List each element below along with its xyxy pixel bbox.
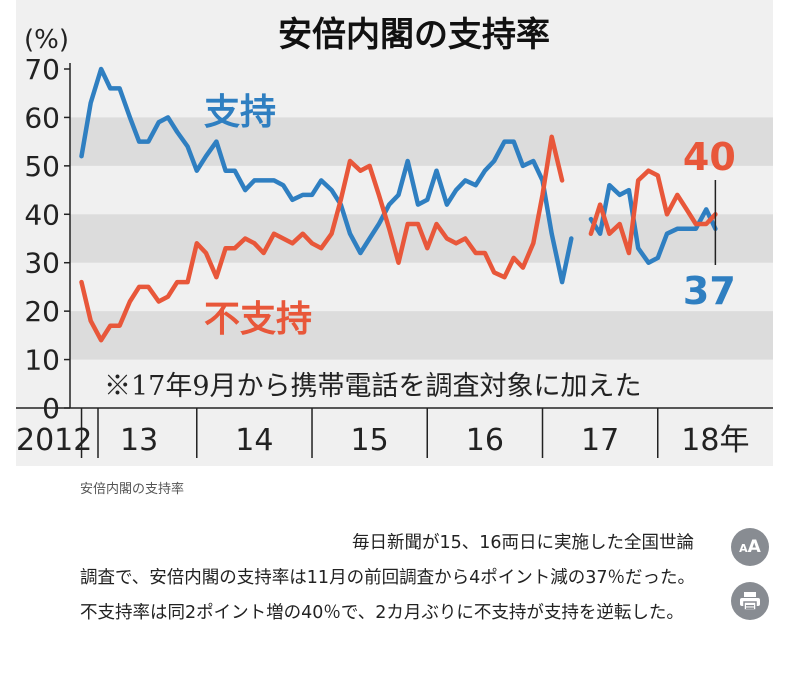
x-tick-label: 2012 [16,423,92,458]
printer-icon [740,592,760,611]
font-size-button[interactable]: AA [731,528,769,566]
y-tick-label: 50 [24,150,60,183]
grid-band [70,311,773,360]
x-tick-label: 14 [235,423,273,458]
grid-band [70,117,773,166]
chart-title: 安倍内閣の支持率 [278,15,550,55]
chart-note: ※17年9月から携帯電話を調査対象に加えた [104,371,642,402]
x-tick-label: 16 [466,423,504,458]
series-line-support [588,182,718,265]
end-value-support: 37 [683,269,736,313]
series-line-support [79,66,574,285]
x-tick-label: 15 [351,423,389,458]
chart-caption: 安倍内閣の支持率 [80,482,185,497]
article-body: 毎日新聞が15、16両日に実施した全国世論調査で、安倍内閣の支持率は11月の前回… [80,526,700,631]
article-paragraph: 毎日新聞が15、16両日に実施した全国世論調査で、安倍内閣の支持率は11月の前回… [80,533,695,623]
font-size-icon: AA [739,536,761,557]
y-tick-label: 60 [24,101,60,134]
y-tick-label: 10 [24,344,60,377]
y-tick-label: 70 [24,53,60,86]
x-tick-label: 17 [581,423,619,458]
series-label-support: 支持 [204,92,276,133]
series-line-disapprove [588,168,718,256]
y-tick-label: 20 [24,295,60,328]
print-button[interactable] [731,582,769,620]
y-axis-unit: (%) [24,25,69,55]
x-tick-label: 13 [120,423,158,458]
x-tick-label: 18年 [681,423,749,458]
series-line-disapprove [79,134,565,343]
chart-panel: 安倍内閣の支持率 (%) 0 10 20 30 40 50 60 70 2012 13 14 15 16 17… [16,0,773,466]
y-tick-label: 30 [24,247,60,280]
y-tick-label: 40 [24,198,60,231]
series-label-disapprove: 不支持 [204,299,312,340]
end-value-disapprove: 40 [683,135,736,179]
